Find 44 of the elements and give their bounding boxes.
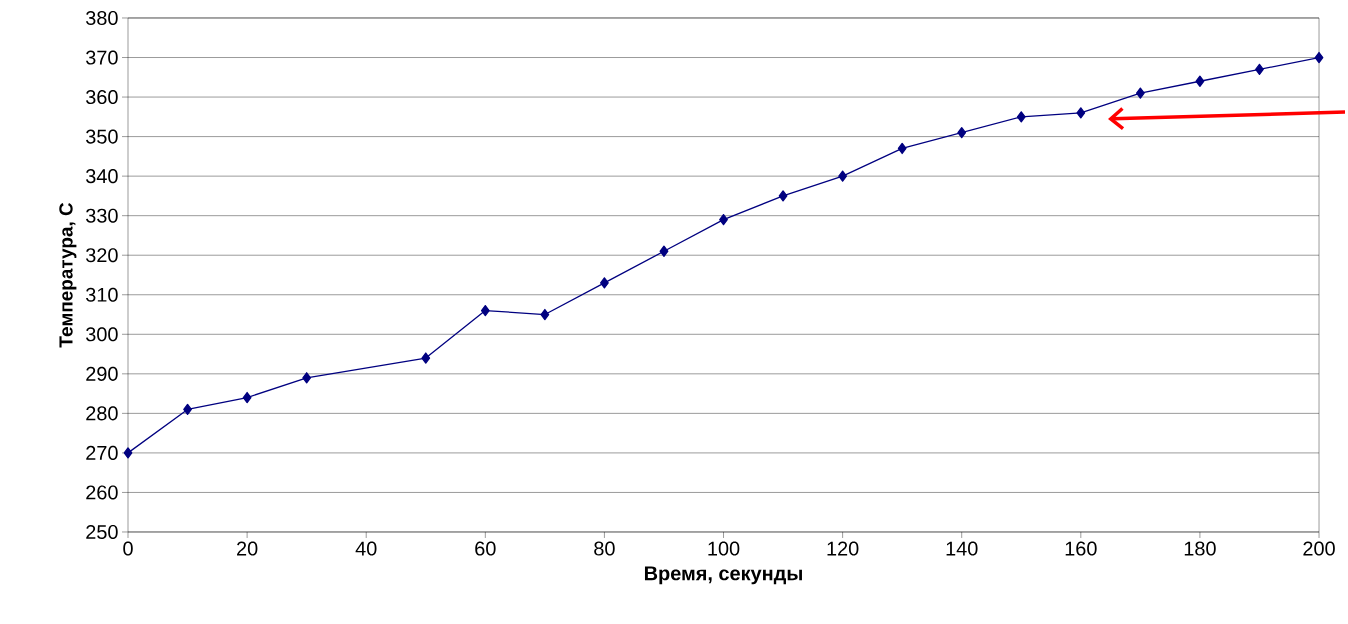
point [480,304,490,317]
point [838,170,848,182]
x-tick-label: 160 [1065,541,1097,556]
y-tick-label: 350 [86,129,118,144]
x-axis-title: Время, секунды [644,566,802,585]
y-tick-label: 290 [86,366,118,381]
y-tick-label: 320 [86,248,118,263]
point [1195,75,1205,87]
point [659,245,669,257]
point [540,308,550,321]
x-tick-label: 60 [475,541,496,556]
y-tick-label: 300 [86,327,118,342]
point [957,127,967,139]
point [1135,87,1145,99]
point [897,142,907,155]
x-tick-label: 200 [1303,541,1335,556]
x-tick-label: 100 [708,541,740,556]
point [242,391,252,404]
point [302,372,312,384]
y-tick-label: 340 [86,169,118,184]
point [1016,111,1026,123]
point [123,447,133,459]
y-tick-label: 270 [86,445,118,460]
point [778,190,788,202]
x-tick-label: 80 [594,541,615,556]
y-tick-label: 280 [86,406,118,421]
point [600,277,609,289]
x-tick-label: 20 [237,541,258,556]
y-tick-label: 260 [86,485,118,500]
y-tick-label: 370 [86,50,118,65]
y-tick-label: 310 [86,287,118,302]
x-tick-label: 120 [827,541,859,556]
point [1314,51,1324,64]
y-axis-title: Температура, С [59,202,77,348]
point [421,352,431,364]
y-tick-label: 250 [86,524,118,540]
y-tick-label: 330 [86,208,118,223]
point [1076,107,1086,119]
y-tick-label: 360 [86,90,118,105]
x-tick-label: 180 [1184,541,1216,556]
x-tick-label: 40 [355,541,377,556]
x-tick-label: 140 [946,541,978,556]
y-tick-label: 380 [86,10,118,26]
x-tick-label: 0 [123,541,133,556]
